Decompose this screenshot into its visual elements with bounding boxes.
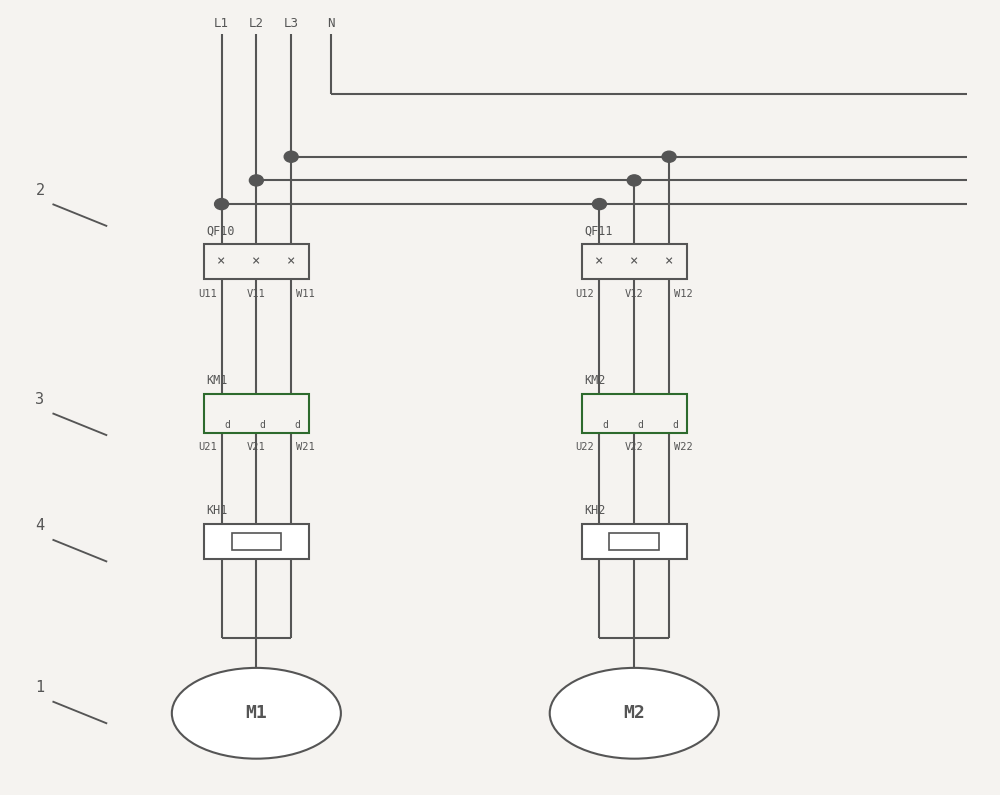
Text: d: d [672, 420, 678, 430]
Text: 3: 3 [35, 392, 45, 407]
Text: ×: × [665, 254, 673, 269]
Circle shape [284, 151, 298, 162]
Text: L3: L3 [284, 17, 299, 30]
Text: ×: × [595, 254, 604, 269]
Circle shape [627, 175, 641, 186]
Text: V22: V22 [625, 443, 644, 452]
Circle shape [592, 199, 606, 210]
Text: d: d [225, 420, 230, 430]
Circle shape [662, 151, 676, 162]
Text: W21: W21 [296, 443, 315, 452]
Text: KH1: KH1 [207, 505, 228, 518]
Text: W22: W22 [674, 443, 693, 452]
Text: M1: M1 [245, 704, 267, 723]
Text: U11: U11 [198, 289, 217, 299]
Text: M2: M2 [623, 704, 645, 723]
Text: QF11: QF11 [585, 224, 613, 237]
Bar [609, 533, 659, 550]
Text: ×: × [217, 254, 226, 269]
Text: U22: U22 [576, 443, 594, 452]
Text: W11: W11 [296, 289, 315, 299]
Text: ×: × [287, 254, 295, 269]
Bar [232, 533, 281, 550]
Text: 4: 4 [35, 518, 45, 533]
Text: L1: L1 [214, 17, 229, 30]
Text: U21: U21 [198, 443, 217, 452]
Text: ×: × [252, 254, 261, 269]
Text: d: d [602, 420, 608, 430]
Text: 2: 2 [35, 183, 45, 198]
Bar [204, 524, 309, 560]
Text: U12: U12 [576, 289, 594, 299]
Text: QF10: QF10 [207, 224, 235, 237]
Bar [582, 394, 687, 433]
Text: 1: 1 [35, 680, 45, 695]
Circle shape [215, 199, 229, 210]
Text: W12: W12 [674, 289, 693, 299]
Bar [204, 243, 309, 279]
Text: KH2: KH2 [585, 505, 606, 518]
Text: L2: L2 [249, 17, 264, 30]
Text: d: d [637, 420, 643, 430]
Text: V21: V21 [247, 443, 266, 452]
Text: d: d [294, 420, 300, 430]
Ellipse shape [172, 668, 341, 758]
Bar [204, 394, 309, 433]
Bar [582, 243, 687, 279]
Text: ×: × [630, 254, 638, 269]
Text: V11: V11 [247, 289, 266, 299]
Text: V12: V12 [625, 289, 644, 299]
Text: KM2: KM2 [585, 374, 606, 387]
Text: d: d [259, 420, 265, 430]
Circle shape [249, 175, 263, 186]
Bar [582, 524, 687, 560]
Text: KM1: KM1 [207, 374, 228, 387]
Ellipse shape [550, 668, 719, 758]
Text: N: N [327, 17, 335, 30]
